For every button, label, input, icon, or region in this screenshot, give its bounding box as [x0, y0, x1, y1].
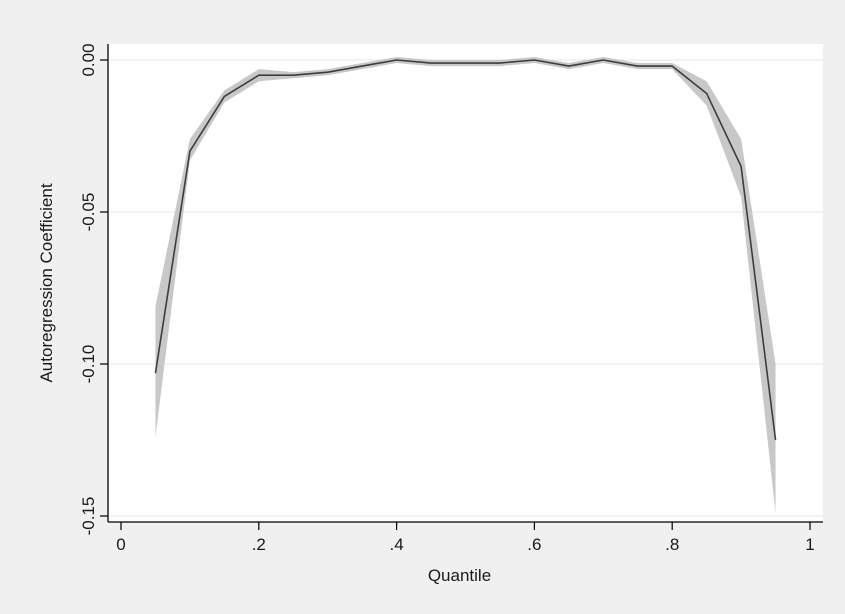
series-line-0 [154, 59, 777, 441]
x-tick-label-4: .8 [665, 535, 679, 554]
y-axis-title: Autoregression Coefficient [37, 183, 56, 382]
y-tick-label-2: -0.10 [79, 345, 98, 384]
plot-area [108, 44, 823, 522]
series-lines [154, 59, 777, 441]
confidence-band-0 [155, 56, 776, 513]
y-tick-label-3: -0.15 [79, 497, 98, 536]
x-tick-label-5: 1 [805, 535, 814, 554]
y-tick-label-0: 0.00 [79, 43, 98, 76]
x-axis-title: Quantile [428, 566, 491, 585]
y-axis-ticks: 0.00 -0.05 -0.10 -0.15 [79, 43, 108, 535]
y-tick-label-1: -0.05 [79, 193, 98, 232]
x-axis-ticks: 0 .2 .4 .6 .8 1 [116, 522, 815, 554]
axes [107, 44, 823, 523]
confidence-band [155, 56, 776, 513]
x-tick-label-2: .4 [390, 535, 404, 554]
x-tick-label-0: 0 [116, 535, 125, 554]
x-tick-label-1: .2 [252, 535, 266, 554]
x-tick-label-3: .6 [527, 535, 541, 554]
